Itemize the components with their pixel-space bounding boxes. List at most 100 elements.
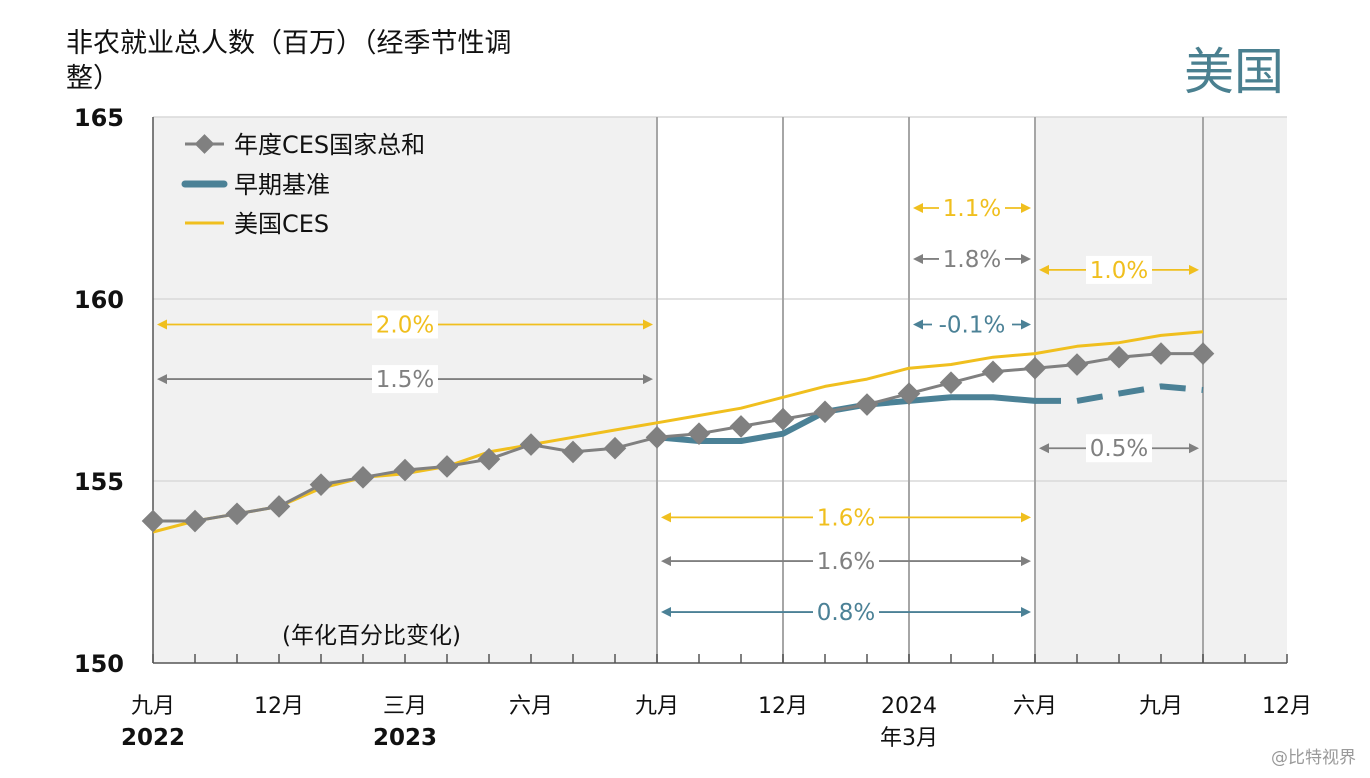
data-point	[1149, 342, 1173, 365]
series-line-early-benchmark-projected	[1035, 383, 1204, 404]
x-tick-label: 九月	[131, 694, 175, 719]
annotation: 1.6%	[661, 547, 1031, 576]
annotation-label: 1.8%	[943, 247, 1001, 273]
region-label: 美国	[1184, 43, 1284, 101]
annotation: 1.5%	[157, 365, 653, 394]
x-tick-label: 六月	[1013, 694, 1057, 719]
y-tick-label: 150	[74, 650, 124, 678]
annotation-label-bg	[813, 598, 879, 627]
data-point	[939, 371, 963, 395]
data-point	[1065, 353, 1089, 376]
data-point	[729, 415, 753, 438]
data-point	[813, 400, 837, 424]
chart-title: 非农就业总人数（百万）（经季节性调整）	[66, 28, 512, 94]
annotation-label-bg	[813, 547, 879, 576]
annotation-arrowhead	[157, 319, 167, 330]
chart-note: (年化百分比变化)	[282, 623, 461, 649]
annotation: 1.0%	[1039, 255, 1199, 284]
legend-label: 美国CES	[234, 210, 329, 238]
annotation: 1.8%	[913, 244, 1031, 273]
annotation-label: -0.1%	[939, 312, 1006, 338]
x-tick-label: 六月	[509, 694, 553, 719]
annotation-label-bg	[1086, 255, 1152, 284]
x-tick-label: 九月	[1139, 694, 1183, 719]
annotation-arrowhead	[1021, 607, 1031, 618]
data-point	[1023, 356, 1047, 380]
data-point	[519, 433, 543, 456]
x-tick-label: 九月	[635, 694, 679, 719]
annotation-arrowhead	[1021, 203, 1031, 213]
data-point	[435, 455, 459, 478]
annotation-arrowhead	[1189, 443, 1199, 454]
annotation-arrowhead	[157, 374, 167, 385]
annotation-arrowhead	[913, 253, 923, 264]
annotation: 1.1%	[913, 194, 1031, 222]
annotation-arrowhead	[661, 556, 671, 567]
data-point	[855, 393, 879, 416]
annotation-arrowhead	[1039, 264, 1049, 275]
y-tick-label: 160	[74, 286, 124, 314]
annotation-arrowhead	[913, 203, 923, 213]
legend-marker	[194, 134, 215, 154]
annotation-arrowhead	[1021, 556, 1031, 567]
annotation-label: 2.0%	[376, 312, 434, 338]
annotation-label-bg	[372, 310, 438, 339]
x-tick-label: 2022	[121, 725, 185, 751]
data-point	[603, 436, 627, 460]
data-point	[477, 447, 501, 471]
data-point	[1191, 342, 1215, 365]
data-point	[1107, 345, 1131, 369]
x-tick-label: 2023	[373, 725, 437, 751]
x-tick-label: 三月	[383, 694, 427, 719]
watermark: @比特视界	[1271, 748, 1356, 768]
annotation-arrowhead	[661, 607, 671, 618]
y-tick-label: 165	[74, 104, 124, 132]
annotation-arrowhead	[913, 319, 923, 330]
x-tick-label: 12月	[254, 694, 304, 719]
data-point	[645, 426, 669, 449]
data-point	[561, 440, 585, 464]
data-point	[309, 473, 333, 496]
annotation-label: 0.5%	[1090, 436, 1148, 462]
annotation-label: 1.6%	[817, 549, 875, 575]
data-point	[267, 495, 291, 518]
data-point	[351, 466, 375, 489]
legend-label: 年度CES国家总和	[234, 131, 425, 159]
annotation-arrowhead	[643, 374, 653, 385]
x-tick-label: 12月	[758, 694, 808, 719]
data-point	[393, 458, 417, 482]
annotation-arrowhead	[661, 512, 671, 523]
annotation-label: 0.8%	[817, 600, 875, 626]
annotation-arrowhead	[1039, 443, 1049, 454]
annotation-label: 1.6%	[817, 505, 875, 531]
annotation-label: 1.1%	[943, 196, 1001, 222]
x-tick-label: 年3月	[880, 726, 938, 751]
annotation-label: 1.0%	[1090, 258, 1148, 284]
annotation-label-bg	[1086, 434, 1152, 463]
annotation-arrowhead	[643, 319, 653, 330]
legend-label: 早期基准	[234, 171, 330, 199]
data-point	[981, 360, 1005, 384]
annotation-label-bg	[939, 194, 1005, 222]
annotation-arrowhead	[1189, 264, 1199, 275]
annotation-arrowhead	[1021, 512, 1031, 523]
annotation-label-bg	[939, 244, 1005, 273]
annotation: 0.8%	[661, 598, 1031, 627]
data-point	[687, 422, 711, 445]
annotation: 1.6%	[661, 503, 1031, 532]
x-tick-label: 2024	[881, 694, 937, 719]
data-point	[897, 382, 921, 405]
annotation-label: 1.5%	[376, 367, 434, 393]
x-tick-label: 12月	[1262, 694, 1312, 719]
annotation: -0.1%	[913, 310, 1031, 339]
annotation-label-bg	[372, 365, 438, 394]
y-tick-label: 155	[74, 468, 124, 496]
annotation: 2.0%	[157, 310, 653, 339]
annotation-arrowhead	[1021, 253, 1031, 264]
annotation-arrowhead	[1021, 319, 1031, 330]
annotation: 0.5%	[1039, 434, 1199, 463]
data-point	[771, 407, 795, 431]
annotation-label-bg	[813, 503, 879, 532]
